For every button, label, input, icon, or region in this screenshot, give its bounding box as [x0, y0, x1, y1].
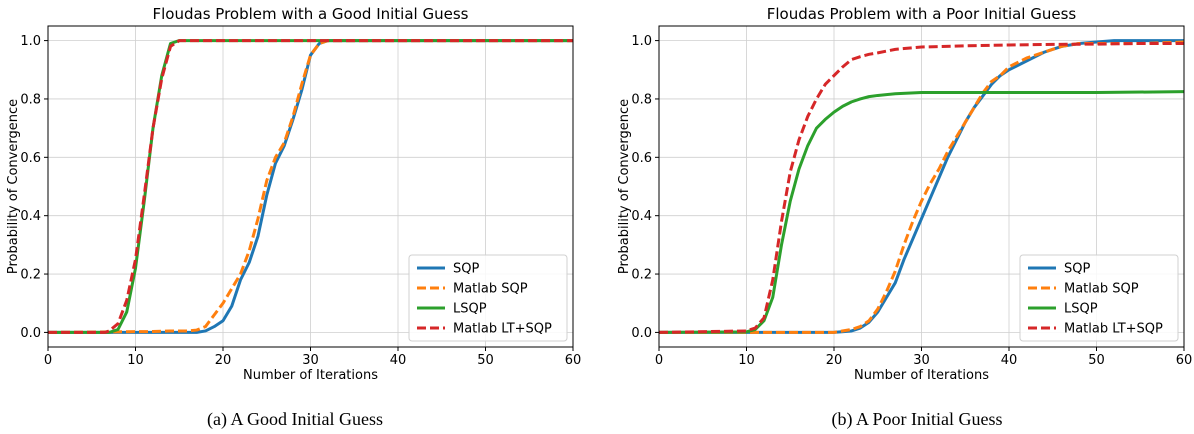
x-tick-label: 10 [738, 353, 755, 368]
panel-caption-a: (a) A Good Initial Guess [145, 409, 445, 430]
legend: SQP Matlab SQP LSQP Matlab LT+SQP [1020, 255, 1178, 341]
legend-label: Matlab LT+SQP [1064, 322, 1163, 337]
chart-title: Floudas Problem with a Poor Initial Gues… [767, 5, 1077, 23]
x-tick-label: 20 [826, 353, 843, 368]
legend-label: SQP [453, 262, 479, 277]
chart-panel-a: 0 10 20 30 40 50 60 0.0 0.2 0.4 0.6 0.8 1.0 Floudas P… [6, 5, 581, 383]
legend-label: SQP [1064, 262, 1090, 277]
panel-caption-b: (b) A Poor Initial Guess [767, 409, 1067, 430]
legend-label: Matlab SQP [1064, 282, 1139, 297]
chart-panel-b: 0 10 20 30 40 50 60 0.0 0.2 0.4 0.6 0.8 1.0 Floudas P… [617, 5, 1192, 383]
y-tick-label: 0.8 [20, 92, 41, 107]
x-tick-label: 30 [913, 353, 930, 368]
y-tick-label: 0.8 [631, 92, 652, 107]
x-axis-label: Number of Iterations [243, 368, 378, 383]
y-tick-label: 0.4 [631, 209, 652, 224]
y-tick-label: 0.2 [631, 268, 652, 283]
x-tick-label: 60 [565, 353, 582, 368]
y-tick-label: 0.6 [20, 151, 41, 166]
y-tick-label: 1.0 [20, 34, 41, 49]
y-tick-label: 0.0 [631, 326, 652, 341]
y-tick-label: 0.4 [20, 209, 41, 224]
x-axis-label: Number of Iterations [854, 368, 989, 383]
x-tick-label: 50 [477, 353, 494, 368]
y-tick-label: 1.0 [631, 34, 652, 49]
y-tick-label: 0.6 [631, 151, 652, 166]
x-tick-label: 40 [390, 353, 407, 368]
x-tick-label: 60 [1176, 353, 1193, 368]
legend-label: Matlab LT+SQP [453, 322, 552, 337]
x-tick-label: 50 [1088, 353, 1105, 368]
legend: SQP Matlab SQP LSQP Matlab LT+SQP [409, 255, 567, 341]
y-axis-label: Probability of Convergence [617, 99, 632, 274]
x-tick-label: 40 [1001, 353, 1018, 368]
y-tick-label: 0.2 [20, 268, 41, 283]
x-tick-label: 0 [44, 353, 52, 368]
legend-label: LSQP [1064, 302, 1098, 317]
chart-title: Floudas Problem with a Good Initial Gues… [153, 5, 469, 23]
x-tick-label: 0 [655, 353, 663, 368]
legend-label: Matlab SQP [453, 282, 528, 297]
legend-label: LSQP [453, 302, 487, 317]
x-tick-label: 20 [215, 353, 232, 368]
y-axis-label: Probability of Convergence [6, 99, 21, 274]
y-tick-label: 0.0 [20, 326, 41, 341]
x-tick-label: 10 [127, 353, 144, 368]
x-tick-label: 30 [302, 353, 319, 368]
